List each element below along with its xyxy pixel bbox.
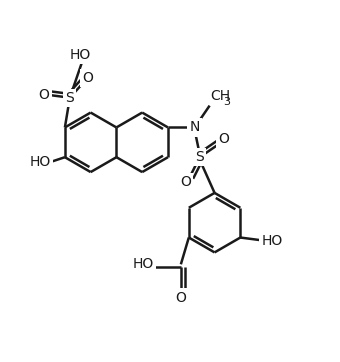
Text: O: O — [39, 88, 50, 102]
Text: O: O — [82, 71, 93, 85]
Text: S: S — [66, 91, 74, 105]
Text: HO: HO — [30, 155, 51, 169]
Text: O: O — [218, 132, 229, 146]
Text: CH: CH — [210, 89, 231, 103]
Text: HO: HO — [69, 48, 90, 62]
Text: HO: HO — [261, 233, 283, 248]
Text: O: O — [181, 175, 191, 189]
Text: 3: 3 — [223, 97, 231, 107]
Text: N: N — [190, 121, 200, 134]
Text: O: O — [175, 291, 186, 304]
Text: HO: HO — [133, 257, 154, 271]
Text: S: S — [195, 150, 204, 164]
